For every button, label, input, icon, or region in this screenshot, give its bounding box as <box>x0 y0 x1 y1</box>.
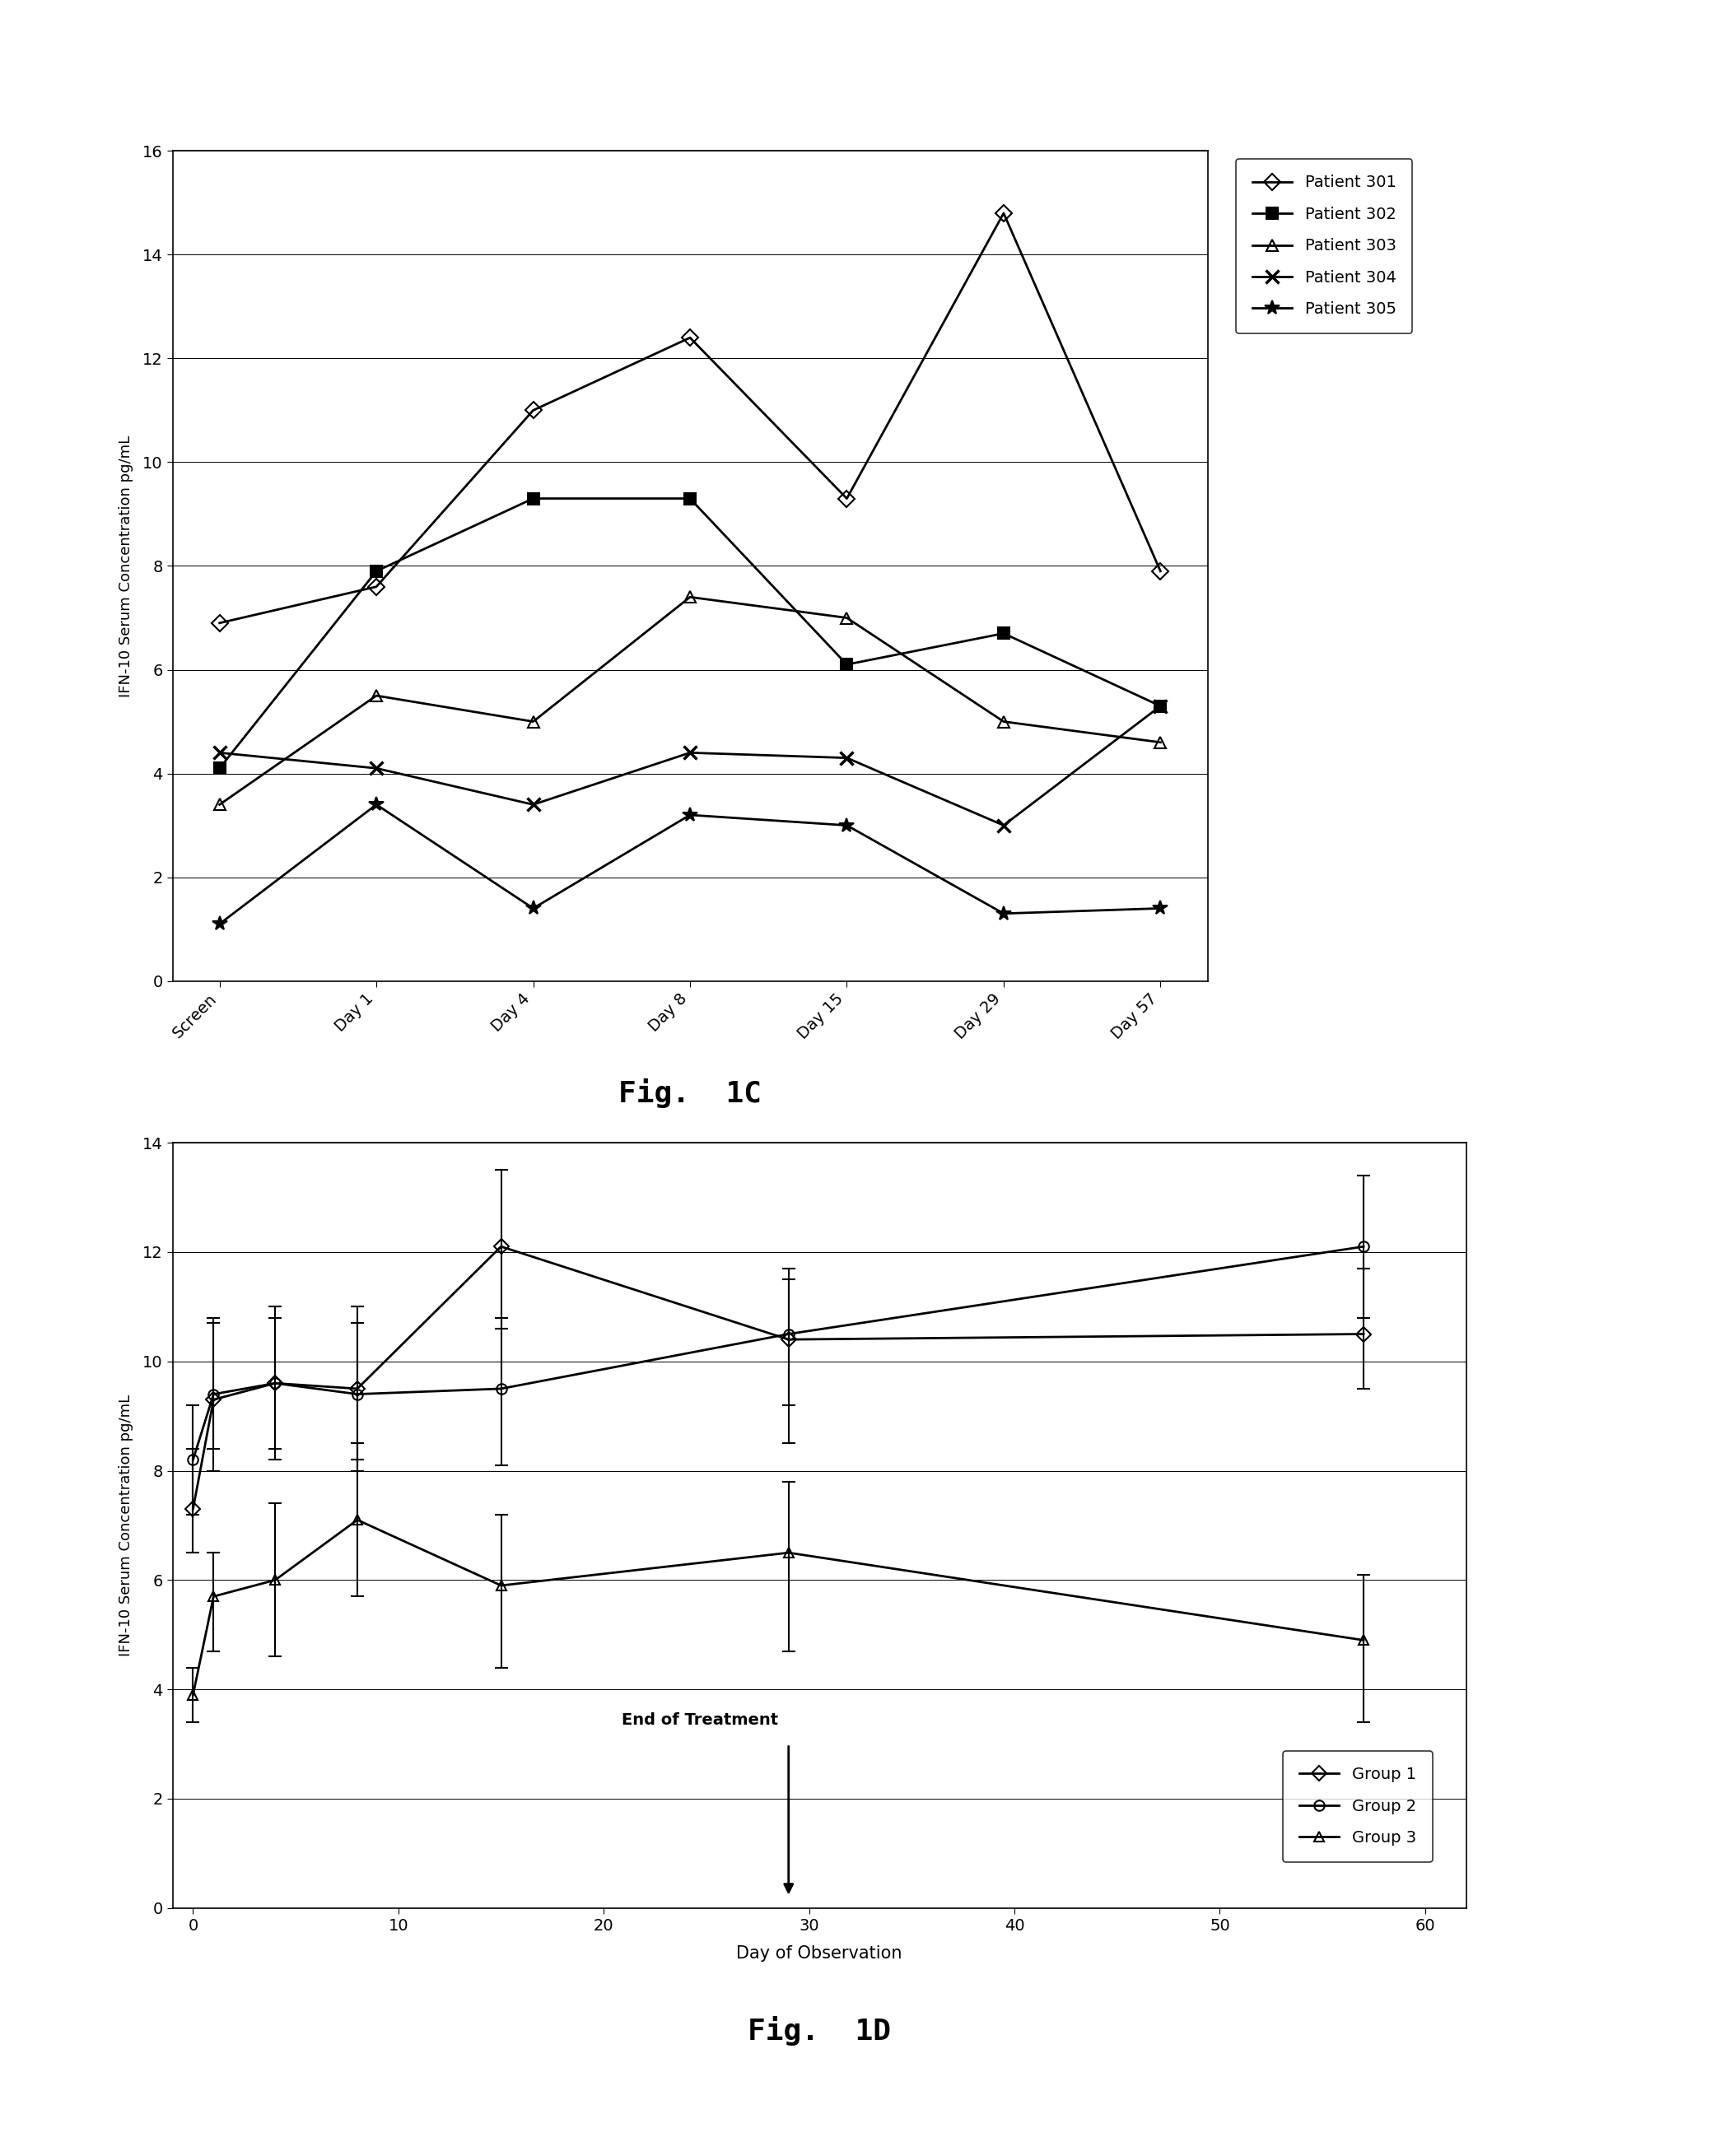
Patient 302 <box>994 621 1014 647</box>
Patient 305 <box>994 901 1014 927</box>
Patient 305 <box>523 895 543 921</box>
Text: Fig.  1C: Fig. 1C <box>618 1078 762 1108</box>
Legend: Patient 301, Patient 302, Patient 303, Patient 304, Patient 305: Patient 301, Patient 302, Patient 303, P… <box>1237 160 1413 334</box>
Line: Patient 302: Patient 302 <box>214 494 1166 774</box>
Patient 302 <box>1151 692 1171 718</box>
Patient 304 <box>1151 692 1171 718</box>
Line: Patient 304: Patient 304 <box>214 701 1166 832</box>
Patient 304 <box>994 813 1014 839</box>
Patient 302 <box>209 755 229 780</box>
Patient 303 <box>366 683 386 709</box>
Line: Patient 301: Patient 301 <box>214 207 1166 630</box>
Patient 301 <box>1151 558 1171 584</box>
Patient 301 <box>209 610 229 636</box>
Patient 305 <box>209 912 229 938</box>
Patient 302 <box>680 485 700 511</box>
Patient 304 <box>523 791 543 817</box>
Patient 305 <box>1151 895 1171 921</box>
Patient 303 <box>1151 729 1171 755</box>
Patient 303 <box>837 606 857 632</box>
Text: Fig.  1D: Fig. 1D <box>747 2016 892 2046</box>
X-axis label: Day of Observation: Day of Observation <box>737 1945 902 1962</box>
Patient 302 <box>837 651 857 677</box>
Patient 305 <box>366 791 386 817</box>
Patient 301 <box>680 326 700 351</box>
Patient 305 <box>680 802 700 828</box>
Patient 303 <box>209 791 229 817</box>
Line: Patient 303: Patient 303 <box>214 591 1166 811</box>
Patient 301 <box>994 201 1014 226</box>
Patient 304 <box>680 740 700 765</box>
Patient 301 <box>837 485 857 511</box>
Patient 302 <box>366 558 386 584</box>
Patient 301 <box>366 573 386 599</box>
Y-axis label: IFN-10 Serum Concentration pg/mL: IFN-10 Serum Concentration pg/mL <box>119 1395 133 1656</box>
Patient 304 <box>837 746 857 772</box>
Patient 304 <box>366 755 386 780</box>
Line: Patient 305: Patient 305 <box>212 798 1168 931</box>
Legend: Group 1, Group 2, Group 3: Group 1, Group 2, Group 3 <box>1283 1751 1432 1863</box>
Y-axis label: IFN-10 Serum Concentration pg/mL: IFN-10 Serum Concentration pg/mL <box>119 436 133 696</box>
Patient 301 <box>523 397 543 423</box>
Patient 302 <box>523 485 543 511</box>
Patient 303 <box>994 709 1014 735</box>
Patient 304 <box>209 740 229 765</box>
Patient 303 <box>680 584 700 610</box>
Text: End of Treatment: End of Treatment <box>621 1712 778 1727</box>
Patient 303 <box>523 709 543 735</box>
Patient 305 <box>837 813 857 839</box>
